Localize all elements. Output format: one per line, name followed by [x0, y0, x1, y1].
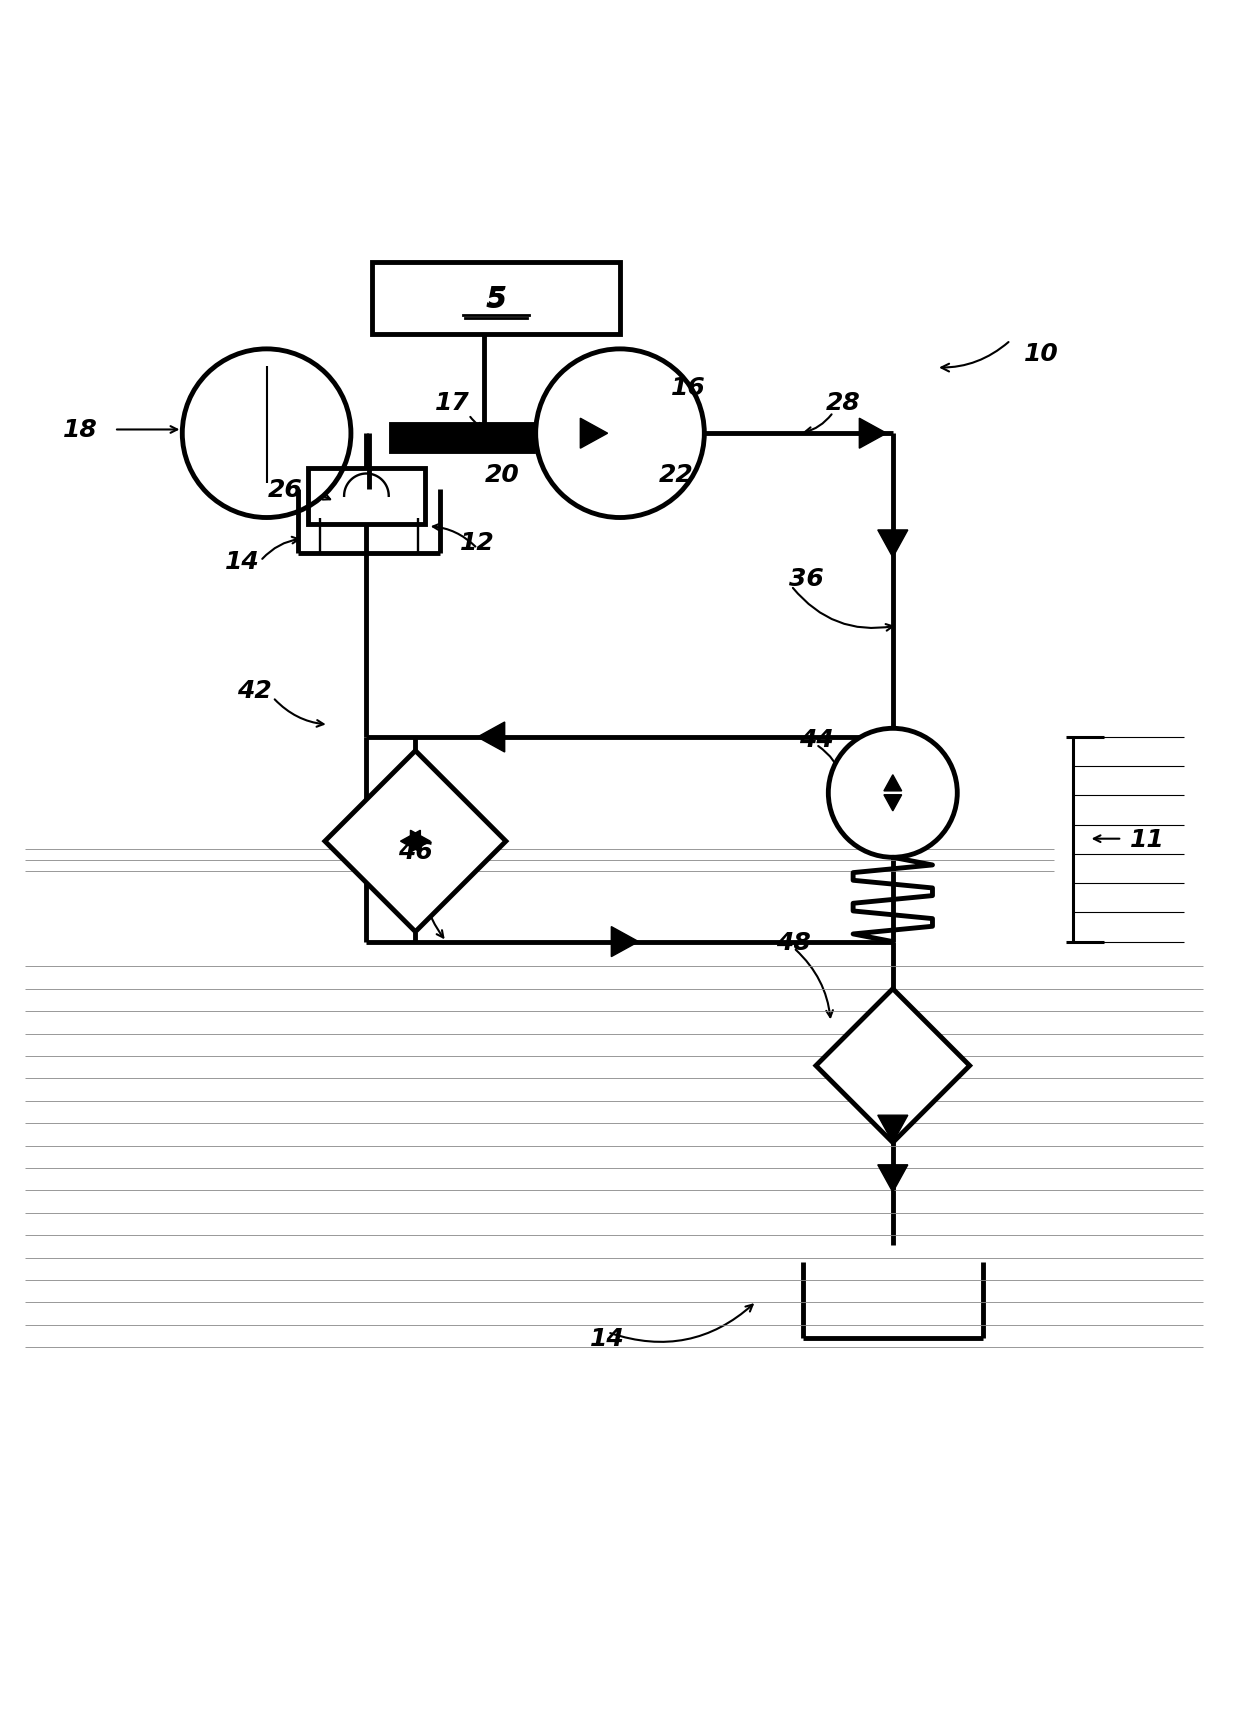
Circle shape [828, 729, 957, 858]
Polygon shape [816, 989, 970, 1142]
FancyArrowPatch shape [420, 860, 444, 937]
FancyArrowPatch shape [470, 417, 485, 431]
FancyArrowPatch shape [433, 524, 475, 548]
Bar [391, 424, 533, 451]
Text: 26: 26 [268, 477, 303, 501]
Polygon shape [580, 419, 608, 450]
Text: 42: 42 [237, 679, 272, 703]
FancyArrowPatch shape [610, 1304, 753, 1342]
Polygon shape [477, 722, 505, 753]
Polygon shape [878, 1115, 908, 1142]
FancyArrowPatch shape [275, 700, 324, 727]
Text: 14: 14 [590, 1327, 625, 1351]
Circle shape [182, 350, 351, 519]
Text: 17: 17 [435, 391, 470, 415]
FancyArrowPatch shape [941, 343, 1008, 372]
Text: 10: 10 [1024, 341, 1059, 365]
Polygon shape [878, 1165, 908, 1192]
FancyArrowPatch shape [310, 491, 330, 500]
Text: 5: 5 [487, 286, 505, 310]
Text: 18: 18 [63, 419, 98, 443]
Polygon shape [611, 927, 639, 956]
Text: 36: 36 [789, 567, 823, 591]
Text: 44: 44 [799, 729, 833, 751]
Polygon shape [410, 830, 430, 853]
Polygon shape [401, 830, 420, 853]
FancyArrowPatch shape [805, 415, 832, 434]
FancyArrowPatch shape [792, 589, 893, 631]
FancyArrowPatch shape [263, 538, 299, 560]
Text: 12: 12 [460, 531, 495, 555]
Text: 22: 22 [658, 463, 693, 488]
Bar [308, 469, 425, 524]
Polygon shape [325, 751, 506, 932]
Bar [372, 264, 620, 334]
Polygon shape [884, 775, 901, 791]
Polygon shape [878, 531, 908, 558]
Text: 20: 20 [485, 463, 520, 488]
FancyArrowPatch shape [1094, 836, 1120, 843]
Text: 14: 14 [224, 550, 259, 574]
Text: 46: 46 [398, 839, 433, 863]
Text: 16: 16 [671, 376, 706, 400]
Text: 11: 11 [1130, 827, 1164, 851]
Circle shape [536, 350, 704, 519]
FancyArrowPatch shape [117, 427, 177, 434]
FancyArrowPatch shape [818, 746, 843, 779]
Text: 28: 28 [826, 391, 861, 415]
Text: 5: 5 [485, 284, 507, 314]
FancyArrowPatch shape [796, 949, 833, 1018]
FancyArrowPatch shape [618, 400, 661, 415]
Polygon shape [859, 419, 887, 450]
Polygon shape [884, 796, 901, 812]
Text: 48: 48 [776, 930, 811, 955]
